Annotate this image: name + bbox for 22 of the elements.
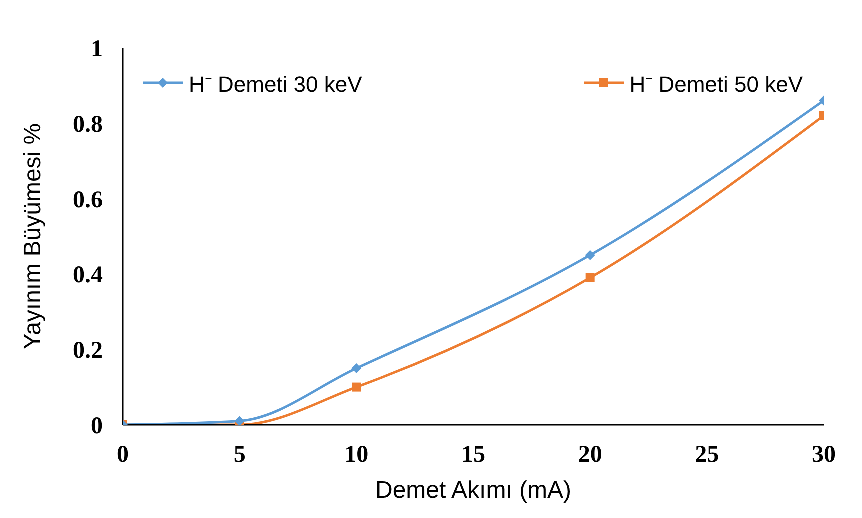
point <box>352 363 362 374</box>
point <box>234 416 245 425</box>
legend-label: H⁻ Demeti 30 keV <box>189 71 362 98</box>
y-tick-label: 0 <box>91 414 103 440</box>
point <box>585 250 596 260</box>
point <box>352 382 362 392</box>
x-tick-label: 25 <box>695 442 720 468</box>
x-tick-label: 30 <box>812 442 836 468</box>
point <box>586 273 595 282</box>
x-tick-label: 5 <box>234 442 246 468</box>
y-tick-label: 0.2 <box>73 338 103 364</box>
x-axis-title: Demet Akımı (mA) <box>375 477 572 504</box>
legend-label: H⁻ Demeti 50 keV <box>630 71 803 98</box>
y-tick-label: 0.4 <box>73 262 103 289</box>
x-tick-label: 15 <box>462 442 486 468</box>
y-axis-title: Yayınım Büyümesi % <box>20 123 47 350</box>
y-tick-label: 0.8 <box>73 112 103 138</box>
x-tick-label: 20 <box>578 442 602 468</box>
x-tick-label: 0 <box>117 442 129 468</box>
y-tick-label: 0.6 <box>73 187 103 214</box>
y-tick-label: 1 <box>91 36 103 63</box>
x-tick-label: 10 <box>344 442 369 468</box>
